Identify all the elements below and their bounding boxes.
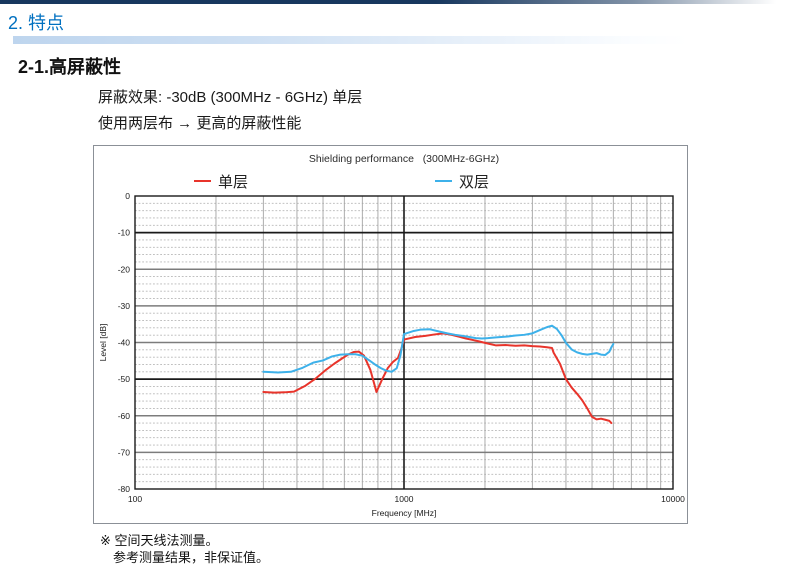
legend-line-blue-icon <box>435 179 452 183</box>
legend-item-single-layer: 单层 <box>194 172 249 191</box>
svg-text:10000: 10000 <box>661 494 685 504</box>
body-text-two-layer: 使用两层布 → 更高的屏蔽性能 <box>98 115 302 132</box>
svg-text:-10: -10 <box>118 228 131 238</box>
svg-text:-50: -50 <box>118 374 131 384</box>
series-line-single-layer <box>262 332 613 425</box>
svg-text:100: 100 <box>128 494 142 504</box>
svg-text:-20: -20 <box>118 264 131 274</box>
footnote-measurement-method: ※ 空间天线法测量。 <box>100 533 219 548</box>
chart-title: Shielding performance (300MHz-6GHz) <box>308 153 500 165</box>
svg-text:-70: -70 <box>118 447 131 457</box>
footnote-disclaimer: 参考测量结果，非保证值。 <box>113 550 270 565</box>
chart-frame: Shielding performance (300MHz-6GHz) 单层 双… <box>93 145 688 524</box>
legend-line-red-icon <box>194 179 211 183</box>
svg-text:1000: 1000 <box>395 494 414 504</box>
legend-item-double-layer: 双层 <box>435 172 490 191</box>
svg-text:-80: -80 <box>118 484 131 494</box>
svg-text:-60: -60 <box>118 411 131 421</box>
svg-text:-40: -40 <box>118 338 131 348</box>
legend-label-double-layer: 双层 <box>459 173 490 191</box>
series-line-double-layer <box>262 324 615 374</box>
svg-text:Frequency [MHz]: Frequency [MHz] <box>372 508 437 518</box>
svg-text:-30: -30 <box>118 301 131 311</box>
top-accent-bar <box>0 0 792 4</box>
page-heading: 2-1.高屏蔽性 <box>18 57 122 77</box>
body-text-shielding-effect: 屏蔽效果: -30dB (300MHz - 6GHz) 单层 <box>98 89 363 106</box>
accent-strip <box>13 36 688 44</box>
svg-text:Level [dB]: Level [dB] <box>98 324 108 362</box>
section-title: 2. 特点 <box>8 13 65 33</box>
svg-text:0: 0 <box>125 191 130 201</box>
legend-label-single-layer: 单层 <box>218 173 249 191</box>
